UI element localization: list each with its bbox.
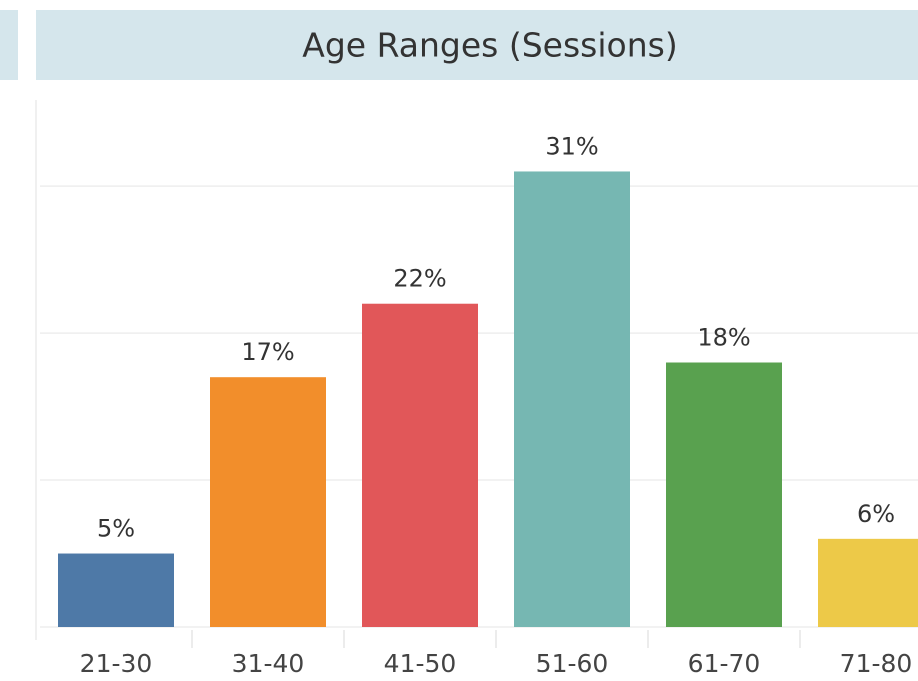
- x-tick-label: 51-60: [536, 649, 609, 678]
- bar: [58, 553, 174, 627]
- value-label: 17%: [241, 338, 294, 366]
- bar: [362, 303, 478, 627]
- title-band: [36, 10, 918, 80]
- chart-title: Age Ranges (Sessions): [302, 26, 677, 65]
- bar: [818, 538, 918, 627]
- value-label: 6%: [857, 500, 895, 528]
- x-tick-label: 41-50: [384, 649, 457, 678]
- value-label: 22%: [393, 265, 446, 293]
- side-header: [0, 10, 18, 80]
- x-tick-label: 21-30: [80, 649, 153, 678]
- value-label: 18%: [697, 324, 750, 352]
- x-tick-label: 61-70: [688, 649, 761, 678]
- x-tick-label: 31-40: [232, 649, 305, 678]
- bar: [210, 377, 326, 627]
- x-tick-label: 71-80: [840, 649, 913, 678]
- value-label: 5%: [97, 515, 135, 543]
- value-label: 31%: [545, 132, 598, 160]
- bar: [514, 171, 630, 627]
- bar: [666, 362, 782, 627]
